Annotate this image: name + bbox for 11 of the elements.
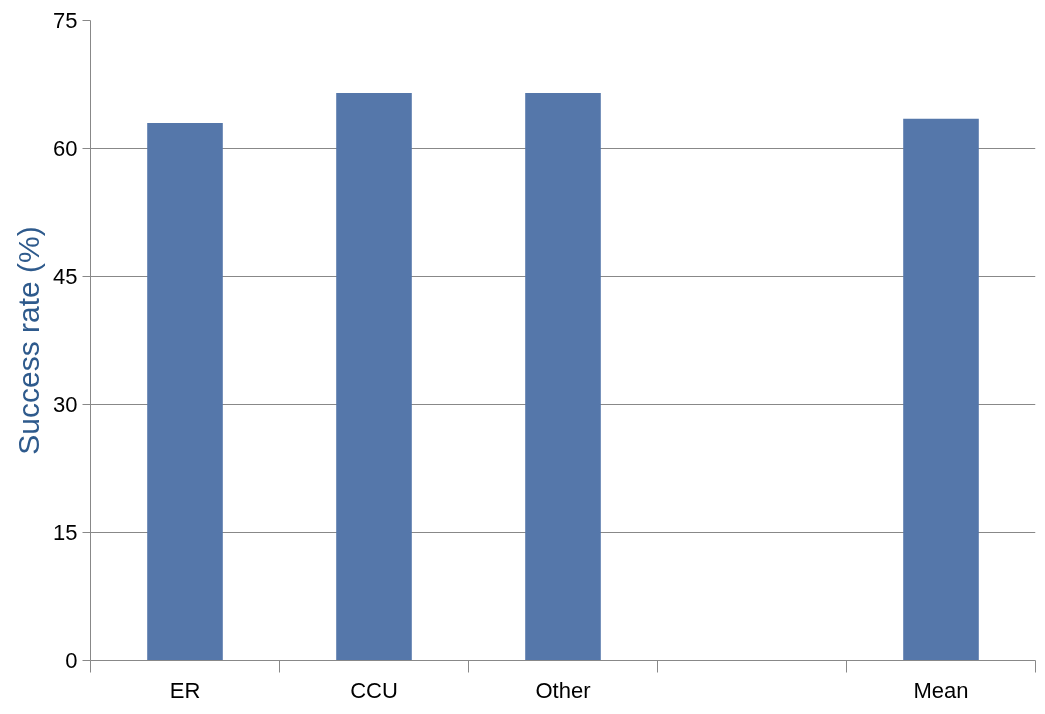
y-tick-label: 30 — [53, 392, 78, 417]
y-tick-label: 15 — [53, 520, 78, 545]
y-tick-label: 45 — [53, 264, 78, 289]
y-axis-title: Success rate (%) — [12, 226, 46, 455]
x-tick-label: ER — [169, 677, 201, 703]
y-tick-label: 60 — [53, 136, 78, 161]
x-tick-label: CCU — [350, 677, 398, 703]
x-tick-label: Mean — [913, 677, 969, 703]
y-tick-label: 0 — [65, 648, 78, 673]
x-tick-label: Other — [535, 677, 591, 703]
y-tick-label: 75 — [53, 8, 78, 33]
